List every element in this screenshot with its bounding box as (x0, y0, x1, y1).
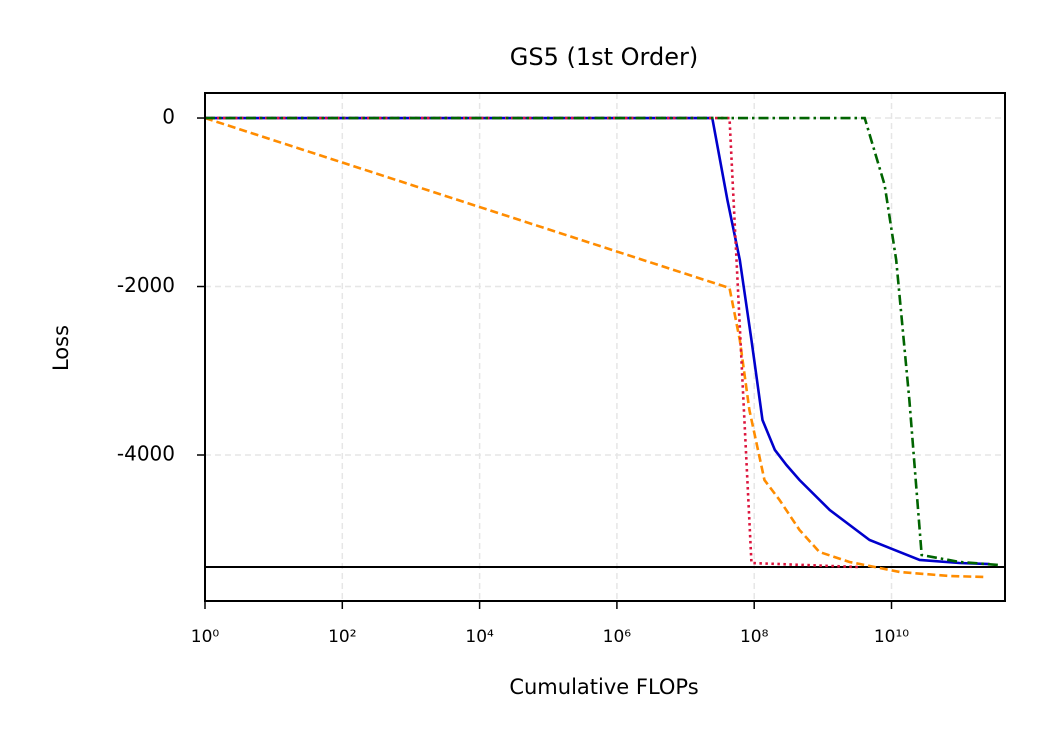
plot-frame (204, 92, 1006, 602)
series-line (205, 116, 860, 569)
series-line (204, 116, 985, 579)
chart-title: GS5 (1st Order) (510, 43, 698, 71)
x-tick-label: 10⁶ (603, 627, 632, 647)
x-tick-label: 10⁴ (465, 627, 494, 647)
x-tick-label: 10² (328, 627, 356, 647)
x-tick-label: 10⁰ (191, 627, 220, 647)
series-line (205, 116, 990, 566)
y-axis-label: Loss (49, 325, 73, 371)
y-tick-label: 0 (162, 105, 175, 129)
y-tick-label: -4000 (117, 442, 175, 466)
x-tick-label: 10¹⁰ (874, 627, 909, 647)
x-tick-label: 10⁸ (740, 627, 769, 647)
x-axis-label: Cumulative FLOPs (509, 675, 698, 699)
series-line (205, 116, 1000, 567)
y-tick-label: -2000 (117, 273, 175, 297)
